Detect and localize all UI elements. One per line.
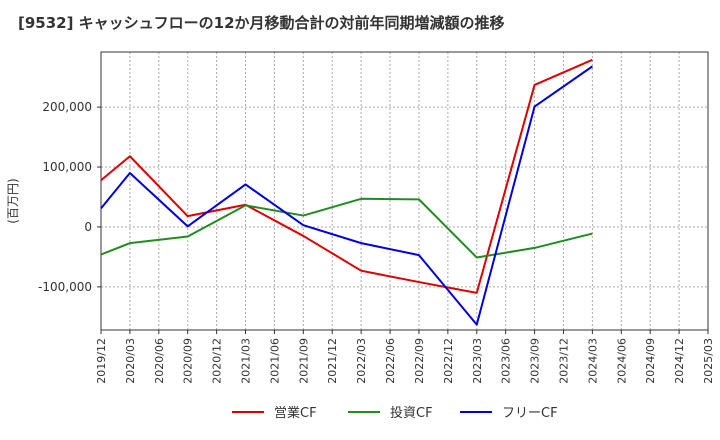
legend-label: 投資CF — [390, 405, 433, 421]
x-tick-label: 2024/09 — [644, 338, 657, 384]
x-tick-label: 2023/06 — [500, 338, 513, 384]
x-tick-label: 2021/09 — [297, 338, 310, 384]
legend-label: フリーCF — [502, 406, 558, 421]
grid — [100, 52, 709, 330]
x-tick-label: 2020/03 — [124, 338, 137, 384]
plot-frame — [100, 51, 709, 331]
series-line — [100, 197, 593, 259]
x-tick-label: 2021/06 — [268, 338, 281, 384]
x-tick-label: 2020/12 — [211, 338, 224, 384]
x-tick-label: 2022/03 — [355, 338, 368, 384]
x-tick-label: 2023/09 — [529, 338, 542, 384]
x-tick-label: 2024/12 — [673, 338, 686, 384]
y-tick-label: 100,000 — [42, 160, 92, 174]
series-line — [100, 58, 593, 294]
x-tick-label: 2020/09 — [182, 338, 195, 384]
series-layer — [100, 58, 593, 326]
y-tick-label: 0 — [84, 220, 92, 234]
y-tick-label: -100,000 — [38, 280, 92, 294]
x-axis-ticks: 2019/12 2020/03 2020/06 2020/09 2020/12 2021/… — [95, 330, 715, 384]
x-tick-label: 2023/12 — [557, 338, 570, 384]
x-tick-label: 2024/03 — [586, 338, 599, 384]
legend: 営業CF 投資CF フリーCF — [232, 405, 558, 421]
x-tick-label: 2021/03 — [240, 338, 253, 384]
series-line — [100, 65, 593, 326]
x-tick-label: 2024/06 — [615, 338, 628, 384]
x-tick-label: 2021/12 — [326, 338, 339, 384]
chart-title: [9532] キャッシュフローの12か月移動合計の対前年同期増減額の推移 — [18, 14, 505, 32]
y-tick-label: 200,000 — [42, 100, 92, 114]
x-tick-label: 2022/06 — [384, 338, 397, 384]
x-tick-label: 2025/03 — [702, 338, 715, 384]
y-axis-ticks: 200,000 100,000 0 -100,000 — [38, 100, 101, 294]
x-tick-label: 2022/12 — [442, 338, 455, 384]
x-tick-label: 2023/03 — [471, 338, 484, 384]
x-tick-label: 2022/09 — [413, 338, 426, 384]
legend-label: 営業CF — [274, 405, 317, 421]
y-axis-label: (百万円) — [6, 178, 20, 223]
x-tick-label: 2019/12 — [95, 338, 108, 384]
x-tick-label: 2020/06 — [153, 338, 166, 384]
